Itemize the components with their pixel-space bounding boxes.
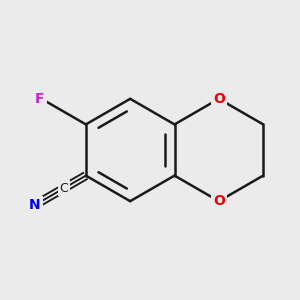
- Text: F: F: [35, 92, 45, 106]
- Text: C: C: [59, 182, 68, 195]
- Text: O: O: [213, 194, 225, 208]
- Text: N: N: [29, 198, 40, 212]
- Text: O: O: [213, 92, 225, 106]
